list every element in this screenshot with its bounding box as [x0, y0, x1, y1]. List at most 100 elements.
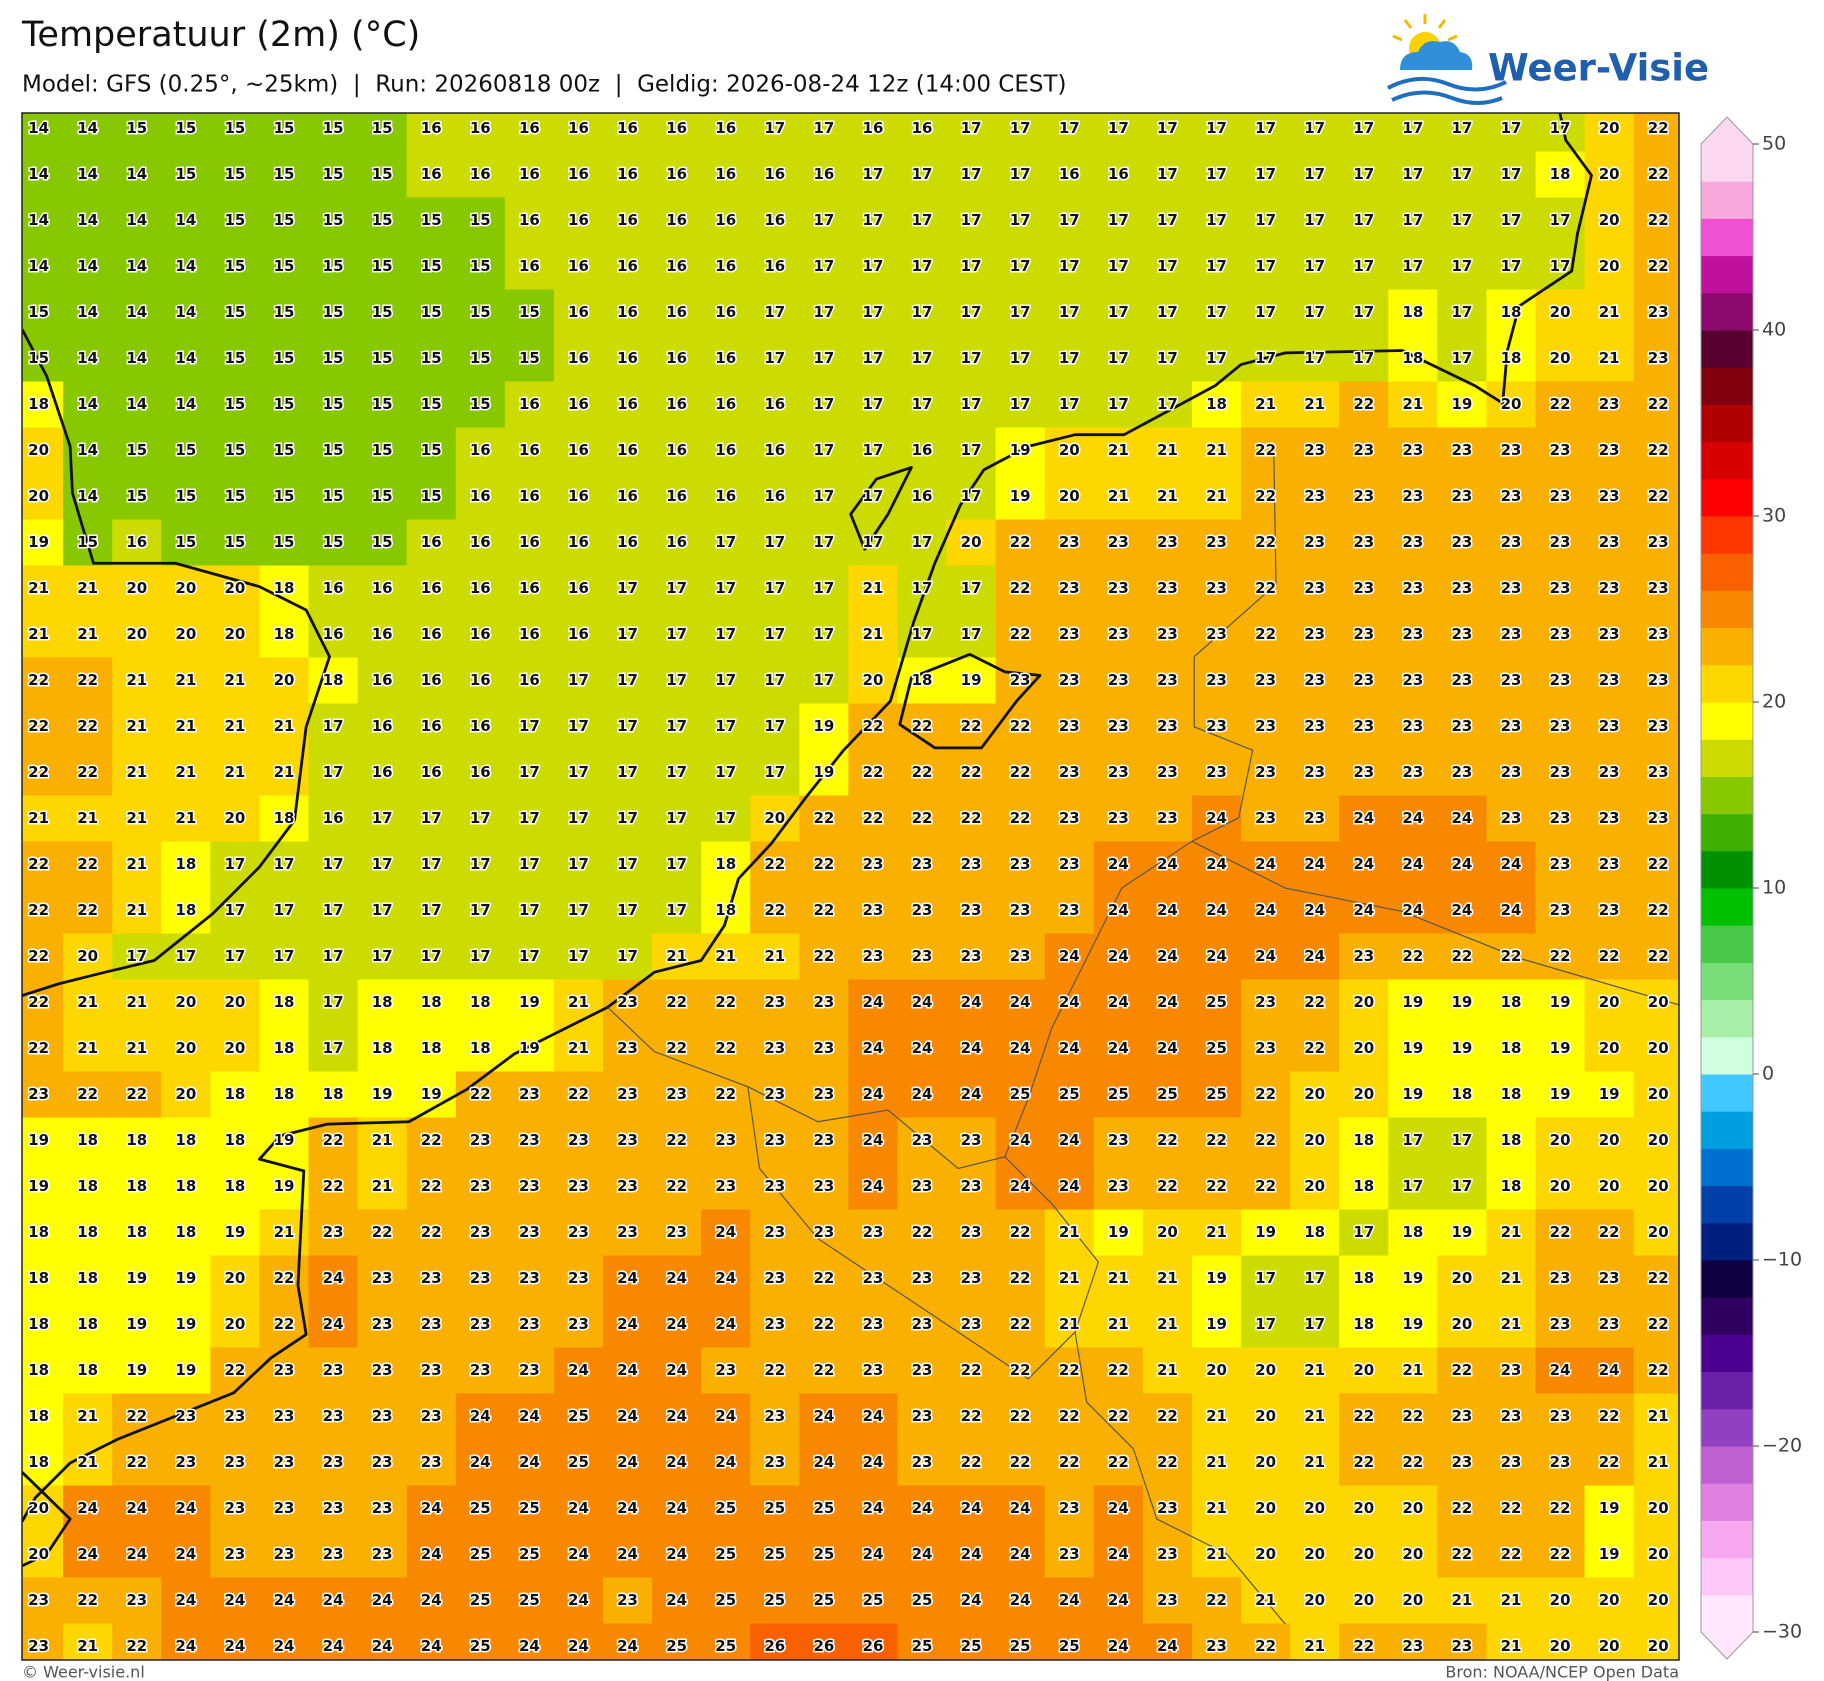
value-label: 22: [961, 1407, 982, 1425]
cell: [1584, 427, 1635, 475]
cell: [897, 1393, 948, 1441]
value-label: 22: [1010, 1407, 1031, 1425]
value-label: 21: [568, 993, 589, 1011]
value-label: 20: [1353, 1085, 1374, 1103]
cell: [1535, 381, 1586, 429]
value-label: 18: [1451, 1085, 1472, 1103]
value-label: 23: [1010, 671, 1031, 689]
cell: [1486, 1531, 1537, 1579]
value-label: 24: [813, 1407, 834, 1425]
value-label: 16: [568, 533, 589, 551]
value-label: 24: [568, 1361, 589, 1379]
cell: [1044, 197, 1095, 245]
cell: [750, 979, 800, 1027]
value-label: 18: [372, 993, 393, 1011]
value-label: 20: [1550, 1637, 1571, 1655]
value-label: 24: [813, 1453, 834, 1471]
cell: [504, 151, 555, 199]
cell: [799, 197, 850, 245]
cell: [1486, 335, 1537, 383]
cell: [1339, 1209, 1389, 1257]
value-label: 17: [666, 625, 687, 643]
value-label: 15: [274, 487, 295, 505]
value-label: 22: [1157, 1131, 1178, 1149]
value-label: 16: [617, 211, 638, 229]
value-label: 15: [323, 303, 344, 321]
cell: [1142, 289, 1193, 337]
value-label: 23: [1451, 579, 1472, 597]
value-label: 17: [813, 257, 834, 275]
value-label: 22: [1157, 1453, 1178, 1471]
value-label: 21: [1599, 349, 1620, 367]
cell: [63, 113, 113, 153]
cell: [455, 1577, 506, 1625]
value-label: 23: [1402, 1637, 1423, 1655]
cell: [308, 933, 359, 981]
value-label: 23: [912, 901, 933, 919]
cell: [750, 1209, 800, 1257]
cell: [1437, 289, 1488, 337]
value-label: 15: [323, 395, 344, 413]
value-label: 20: [1255, 1361, 1276, 1379]
value-label: 22: [1010, 717, 1031, 735]
cell: [1584, 381, 1635, 429]
value-label: 23: [1108, 763, 1129, 781]
value-label: 23: [1402, 579, 1423, 597]
value-label: 23: [764, 1223, 785, 1241]
value-label: 17: [175, 947, 196, 965]
cell: [652, 795, 702, 843]
cell: [308, 1301, 359, 1349]
value-label: 23: [274, 1407, 295, 1425]
value-label: 18: [28, 1361, 49, 1379]
value-label: 23: [1501, 441, 1522, 459]
value-label: 20: [1648, 1131, 1669, 1149]
chart-subtitle: Model: GFS (0.25°, ~25km) | Run: 2026081…: [22, 72, 1067, 98]
value-label: 23: [1108, 625, 1129, 643]
cell: [1191, 197, 1242, 245]
value-label: 24: [1157, 901, 1178, 919]
cell: [1437, 519, 1488, 567]
cell: [701, 1209, 751, 1257]
cell: [1633, 841, 1679, 889]
cell: [357, 933, 408, 981]
cell: [995, 519, 1046, 567]
cell: [701, 611, 751, 659]
value-label: 23: [912, 1269, 933, 1287]
cell: [701, 113, 751, 153]
cell: [799, 113, 850, 153]
cell: [1535, 887, 1586, 935]
cell: [1093, 243, 1144, 291]
cell: [1633, 1301, 1679, 1349]
cell: [1535, 1117, 1586, 1165]
cell: [1044, 1163, 1095, 1211]
value-label: 23: [28, 1591, 49, 1609]
value-label: 17: [470, 947, 491, 965]
value-label: 17: [961, 303, 982, 321]
cell: [210, 289, 261, 337]
cell: [995, 151, 1046, 199]
cell: [1339, 1393, 1389, 1441]
value-label: 21: [126, 993, 147, 1011]
value-label: 24: [323, 1315, 344, 1333]
value-label: 15: [372, 119, 393, 137]
value-label: 15: [175, 487, 196, 505]
cell: [1535, 565, 1586, 613]
value-label: 20: [1599, 211, 1620, 229]
value-label: 17: [961, 625, 982, 643]
colorbar-segment: [1701, 999, 1753, 1038]
value-label: 23: [1550, 901, 1571, 919]
cell: [1191, 979, 1242, 1027]
value-label: 23: [126, 1591, 147, 1609]
cell: [63, 289, 113, 337]
value-label: 23: [1353, 671, 1374, 689]
value-label: 21: [1206, 1223, 1227, 1241]
cell: [1486, 151, 1537, 199]
value-label: 21: [666, 947, 687, 965]
value-label: 23: [1108, 1131, 1129, 1149]
cell: [1584, 565, 1635, 613]
value-label: 22: [1648, 257, 1669, 275]
value-label: 23: [1255, 1039, 1276, 1057]
value-label: 25: [863, 1591, 884, 1609]
value-label: 16: [715, 395, 736, 413]
cell: [455, 1163, 506, 1211]
